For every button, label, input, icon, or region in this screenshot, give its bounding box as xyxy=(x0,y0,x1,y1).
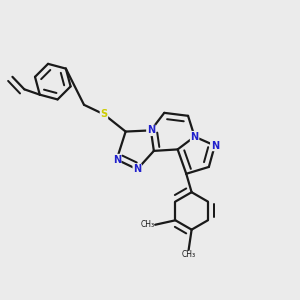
Text: CH₃: CH₃ xyxy=(182,250,196,259)
Text: N: N xyxy=(112,154,121,164)
Text: N: N xyxy=(147,125,155,135)
Text: CH₃: CH₃ xyxy=(141,220,155,229)
Text: N: N xyxy=(133,164,141,174)
Text: N: N xyxy=(211,140,219,151)
Text: N: N xyxy=(190,132,199,142)
Text: S: S xyxy=(100,109,107,119)
